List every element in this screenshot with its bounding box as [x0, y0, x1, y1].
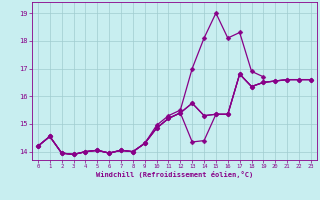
X-axis label: Windchill (Refroidissement éolien,°C): Windchill (Refroidissement éolien,°C) — [96, 171, 253, 178]
